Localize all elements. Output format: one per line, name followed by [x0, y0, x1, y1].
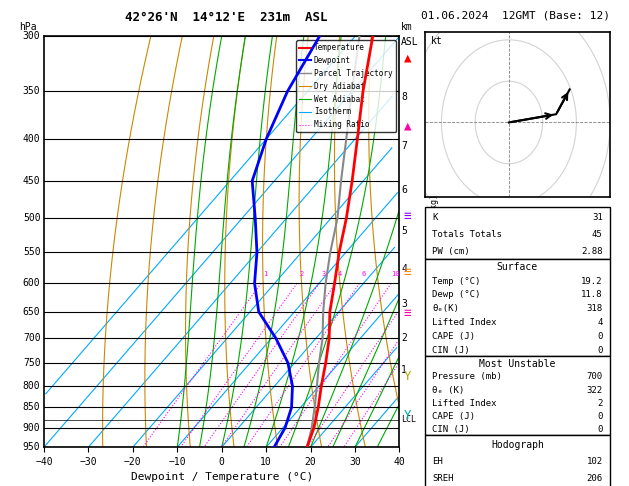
Text: 500: 500 — [23, 213, 40, 224]
Text: Pressure (mb): Pressure (mb) — [432, 372, 502, 382]
Bar — [425, 259, 610, 356]
Text: 8: 8 — [401, 92, 407, 103]
Text: 450: 450 — [23, 176, 40, 186]
Text: Y: Y — [404, 409, 411, 422]
Text: 45: 45 — [592, 230, 603, 239]
Text: 800: 800 — [23, 381, 40, 391]
Text: 01.06.2024  12GMT (Base: 12): 01.06.2024 12GMT (Base: 12) — [421, 11, 610, 21]
Text: Surface: Surface — [497, 262, 538, 272]
Text: 7: 7 — [401, 141, 407, 151]
Text: CAPE (J): CAPE (J) — [432, 332, 475, 341]
Text: 2: 2 — [598, 399, 603, 408]
Text: 0: 0 — [598, 412, 603, 421]
Text: 318: 318 — [587, 304, 603, 313]
Text: CIN (J): CIN (J) — [432, 425, 470, 434]
Text: 950: 950 — [23, 442, 40, 452]
Text: LCL: LCL — [401, 416, 416, 424]
Text: km: km — [401, 22, 413, 33]
Text: EH: EH — [432, 457, 443, 466]
Text: Temp (°C): Temp (°C) — [432, 277, 481, 285]
Text: ▲: ▲ — [404, 120, 411, 133]
Text: 0: 0 — [598, 332, 603, 341]
Text: 6: 6 — [401, 185, 407, 195]
Text: 6: 6 — [362, 271, 366, 278]
Text: ASL: ASL — [401, 37, 419, 47]
Text: Lifted Index: Lifted Index — [432, 399, 496, 408]
Text: Lifted Index: Lifted Index — [432, 318, 496, 327]
Text: 19.2: 19.2 — [581, 277, 603, 285]
Text: Hodograph: Hodograph — [491, 440, 544, 450]
Text: 206: 206 — [587, 473, 603, 483]
Bar — [425, 207, 610, 259]
Text: CAPE (J): CAPE (J) — [432, 412, 475, 421]
Text: 700: 700 — [587, 372, 603, 382]
Text: 42°26'N  14°12'E  231m  ASL: 42°26'N 14°12'E 231m ASL — [125, 11, 328, 24]
Text: 1: 1 — [401, 365, 407, 375]
Text: 11.8: 11.8 — [581, 290, 603, 299]
Text: Dewp (°C): Dewp (°C) — [432, 290, 481, 299]
Text: 0: 0 — [598, 425, 603, 434]
Text: θₑ (K): θₑ (K) — [432, 385, 464, 395]
Text: Most Unstable: Most Unstable — [479, 359, 555, 369]
Text: ≡: ≡ — [404, 210, 411, 223]
Text: ≡: ≡ — [404, 307, 411, 320]
X-axis label: Dewpoint / Temperature (°C): Dewpoint / Temperature (°C) — [131, 472, 313, 483]
Text: 10: 10 — [391, 271, 399, 278]
Bar — [425, 435, 610, 486]
Text: 102: 102 — [587, 457, 603, 466]
Text: 3: 3 — [401, 299, 407, 309]
Legend: Temperature, Dewpoint, Parcel Trajectory, Dry Adiabat, Wet Adiabat, Isotherm, Mi: Temperature, Dewpoint, Parcel Trajectory… — [296, 40, 396, 132]
Text: 850: 850 — [23, 402, 40, 413]
Text: 2.88: 2.88 — [581, 247, 603, 257]
Text: 550: 550 — [23, 247, 40, 258]
Text: 650: 650 — [23, 307, 40, 317]
Text: 2: 2 — [299, 271, 303, 278]
Text: 1: 1 — [263, 271, 267, 278]
Text: CIN (J): CIN (J) — [432, 346, 470, 355]
Text: hPa: hPa — [19, 22, 36, 33]
Text: PW (cm): PW (cm) — [432, 247, 470, 257]
Text: Y: Y — [404, 370, 411, 383]
Text: SREH: SREH — [432, 473, 454, 483]
Text: 900: 900 — [23, 423, 40, 433]
Text: θₑ(K): θₑ(K) — [432, 304, 459, 313]
Text: Totals Totals: Totals Totals — [432, 230, 502, 239]
Text: 5: 5 — [401, 226, 407, 236]
Text: 0: 0 — [598, 346, 603, 355]
Text: 300: 300 — [23, 32, 40, 41]
Text: ▲: ▲ — [404, 52, 411, 65]
Text: 400: 400 — [23, 134, 40, 144]
Text: 4: 4 — [338, 271, 342, 278]
Text: 4: 4 — [401, 264, 407, 274]
Text: ≡: ≡ — [404, 266, 411, 278]
Text: 2: 2 — [401, 333, 407, 343]
Text: 700: 700 — [23, 333, 40, 343]
Bar — [425, 356, 610, 435]
Text: K: K — [432, 212, 437, 222]
Text: 4: 4 — [598, 318, 603, 327]
Text: 600: 600 — [23, 278, 40, 288]
Text: 3: 3 — [321, 271, 326, 278]
Text: 750: 750 — [23, 358, 40, 368]
Text: Mixing Ratio (g/kg): Mixing Ratio (g/kg) — [430, 194, 440, 289]
Text: 322: 322 — [587, 385, 603, 395]
Text: kt: kt — [431, 36, 443, 46]
Text: 350: 350 — [23, 87, 40, 96]
Text: 31: 31 — [592, 212, 603, 222]
